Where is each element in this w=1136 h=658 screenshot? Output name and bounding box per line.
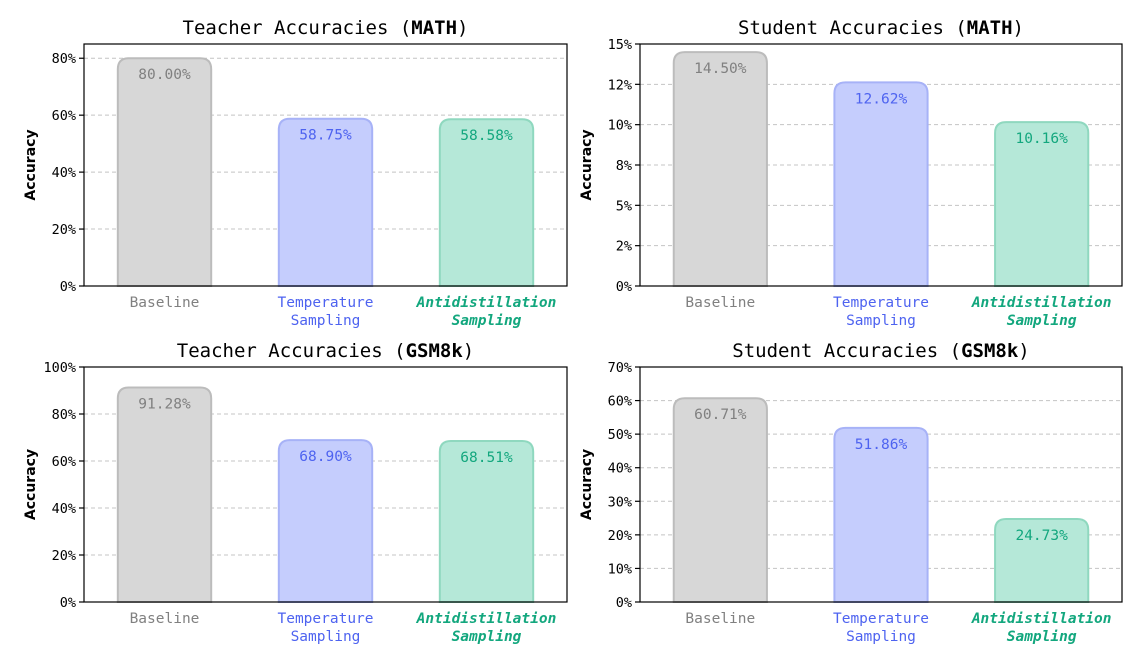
bar-value-label: 58.58% — [460, 128, 513, 144]
y-tick-label: 80% — [52, 407, 76, 423]
bar-value-label: 60.71% — [694, 407, 747, 423]
bar-value-label: 58.75% — [299, 128, 352, 144]
y-tick-label: 60% — [52, 108, 76, 124]
bar-baseline — [116, 57, 213, 287]
y-tick-label: 80% — [52, 51, 76, 67]
y-tick-label: 40% — [608, 461, 632, 477]
chart-title: Student Accuracies (MATH) — [738, 17, 1024, 39]
y-tick-label: 0% — [616, 279, 632, 295]
y-tick-label: 12% — [608, 77, 632, 93]
y-tick-label: 0% — [60, 279, 76, 295]
bar-temp — [277, 117, 374, 287]
y-tick-label: 15% — [608, 37, 632, 53]
chart-title-suffix: ) — [463, 340, 474, 362]
x-tick-label: Sampling — [452, 313, 522, 329]
y-tick-label: 2% — [616, 239, 632, 255]
y-axis-label: Accuracy — [579, 449, 595, 520]
bar-anti — [438, 440, 535, 603]
bar-value-label: 10.16% — [1015, 131, 1068, 147]
bar-baseline — [672, 397, 768, 603]
bar-anti — [438, 118, 535, 287]
x-tick-label: Temperature — [277, 295, 373, 311]
x-tick-label: Sampling — [1007, 313, 1077, 329]
axes-frame — [83, 366, 568, 603]
x-tick-label: Baseline — [130, 611, 200, 627]
y-tick-label: 50% — [608, 427, 632, 443]
chart-title-suffix: ) — [457, 17, 468, 39]
x-tick-label: Temperature — [833, 611, 929, 627]
chart-panel-2: 14.50% Baseline 12.62% Temperature Sampling 1… — [579, 17, 1123, 329]
y-tick-label: 60% — [52, 454, 76, 470]
y-tick-label: 20% — [52, 548, 76, 564]
y-axis-label: Accuracy — [579, 129, 595, 200]
x-tick-label: Sampling — [846, 313, 916, 329]
y-tick-label: 0% — [60, 595, 76, 611]
x-tick-label: Baseline — [685, 295, 755, 311]
y-tick-label: 20% — [52, 222, 76, 238]
x-tick-label: Sampling — [846, 629, 916, 645]
bar-baseline — [672, 51, 768, 287]
x-tick-label: Sampling — [1007, 629, 1077, 645]
x-tick-label: Antidistillation — [416, 295, 557, 311]
axes-frame — [83, 43, 568, 287]
chart-title-prefix: Student Accuracies ( — [738, 17, 967, 39]
chart-title: Teacher Accuracies (MATH) — [183, 17, 469, 39]
chart-title-dataset: GSM8k — [406, 340, 464, 362]
chart-title: Student Accuracies (GSM8k) — [732, 340, 1029, 362]
chart-title-suffix: ) — [1018, 340, 1029, 362]
bar-value-label: 91.28% — [138, 396, 191, 412]
x-tick-label: Antidistillation — [971, 295, 1112, 311]
bar-value-label: 68.90% — [299, 449, 352, 465]
y-tick-label: 10% — [608, 561, 632, 577]
x-tick-label: Sampling — [291, 629, 361, 645]
chart-title-dataset: MATH — [967, 17, 1013, 39]
chart-panel-1: 80.00% Baseline 58.75% Temperature Sampling 5… — [23, 17, 568, 329]
x-tick-label: Antidistillation — [416, 611, 557, 627]
chart-title: Teacher Accuracies (GSM8k) — [177, 340, 474, 362]
x-tick-label: Sampling — [291, 313, 361, 329]
y-tick-label: 20% — [608, 528, 632, 544]
bar-temp — [833, 81, 929, 287]
chart-title-prefix: Student Accuracies ( — [732, 340, 961, 362]
bar-anti — [994, 517, 1090, 603]
bar-value-label: 14.50% — [694, 61, 747, 77]
y-tick-label: 70% — [608, 360, 632, 376]
bar-anti — [994, 121, 1090, 287]
bar-temp — [833, 426, 929, 603]
chart-panel-4: 60.71% Baseline 51.86% Temperature Sampling 2… — [579, 340, 1123, 645]
y-tick-label: 10% — [608, 118, 632, 134]
y-tick-label: 0% — [616, 595, 632, 611]
x-tick-label: Temperature — [277, 611, 373, 627]
bar-baseline — [116, 386, 213, 603]
chart-panel-3: 91.28% Baseline 68.90% Temperature Sampling 6… — [23, 340, 568, 645]
y-tick-label: 40% — [52, 165, 76, 181]
y-tick-label: 60% — [608, 394, 632, 410]
y-axis-label: Accuracy — [23, 129, 39, 200]
x-tick-label: Temperature — [833, 295, 929, 311]
axes-frame — [639, 366, 1123, 603]
x-tick-label: Baseline — [130, 295, 200, 311]
bar-value-label: 12.62% — [855, 91, 908, 107]
y-tick-label: 5% — [616, 198, 632, 214]
x-tick-label: Antidistillation — [971, 611, 1112, 627]
chart-title-suffix: ) — [1013, 17, 1024, 39]
y-tick-label: 8% — [616, 158, 632, 174]
y-tick-label: 100% — [43, 360, 76, 376]
x-tick-label: Sampling — [452, 629, 522, 645]
bar-value-label: 80.00% — [138, 67, 191, 83]
y-tick-label: 30% — [608, 494, 632, 510]
chart-title-dataset: MATH — [411, 17, 457, 39]
bar-value-label: 24.73% — [1015, 528, 1068, 544]
bar-value-label: 68.51% — [460, 450, 513, 466]
chart-title-dataset: GSM8k — [961, 340, 1019, 362]
y-axis-label: Accuracy — [23, 449, 39, 520]
bar-value-label: 51.86% — [855, 437, 908, 453]
chart-title-prefix: Teacher Accuracies ( — [177, 340, 406, 362]
x-tick-label: Baseline — [685, 611, 755, 627]
y-tick-label: 40% — [52, 501, 76, 517]
bar-temp — [277, 439, 374, 603]
chart-title-prefix: Teacher Accuracies ( — [183, 17, 412, 39]
